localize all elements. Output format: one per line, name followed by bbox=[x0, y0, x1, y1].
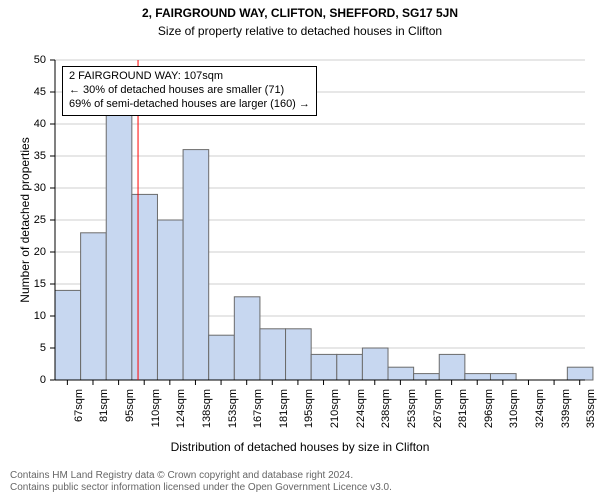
callout-box: 2 FAIRGROUND WAY: 107sqm← 30% of detache… bbox=[62, 66, 317, 116]
histogram-bar bbox=[260, 329, 286, 380]
x-tick-label: 138sqm bbox=[201, 389, 213, 428]
x-tick-label: 224sqm bbox=[355, 389, 367, 428]
x-tick-label: 110sqm bbox=[150, 389, 162, 427]
chart-root: { "layout": { "canvas": { "width": 600, … bbox=[0, 0, 600, 500]
y-tick-label: 15 bbox=[0, 278, 46, 290]
y-tick-label: 0 bbox=[0, 374, 46, 386]
histogram-bar bbox=[439, 354, 465, 380]
histogram-bar bbox=[55, 290, 81, 380]
histogram-bar bbox=[209, 335, 235, 380]
histogram-bar bbox=[388, 367, 414, 380]
x-tick-label: 324sqm bbox=[534, 389, 546, 428]
histogram-bar bbox=[414, 374, 440, 380]
footer-line: Contains public sector information licen… bbox=[10, 482, 590, 494]
y-tick-label: 40 bbox=[0, 118, 46, 130]
x-tick-label: 267sqm bbox=[432, 389, 444, 428]
x-tick-label: 281sqm bbox=[457, 389, 469, 428]
x-axis-label: Distribution of detached houses by size … bbox=[0, 440, 600, 454]
histogram-bar bbox=[311, 354, 337, 380]
y-tick-label: 5 bbox=[0, 342, 46, 354]
footer-line: Contains HM Land Registry data © Crown c… bbox=[10, 470, 590, 482]
x-tick-label: 353sqm bbox=[585, 389, 597, 428]
x-tick-label: 95sqm bbox=[124, 389, 136, 422]
histogram-bar bbox=[183, 150, 209, 380]
y-tick-label: 30 bbox=[0, 182, 46, 194]
histogram-bar bbox=[362, 348, 388, 380]
x-tick-label: 339sqm bbox=[560, 389, 572, 428]
x-tick-label: 124sqm bbox=[175, 389, 187, 428]
histogram-bar bbox=[490, 374, 516, 380]
x-tick-label: 81sqm bbox=[98, 389, 110, 422]
histogram-bar bbox=[81, 233, 107, 380]
callout-line: 2 FAIRGROUND WAY: 107sqm bbox=[69, 70, 310, 84]
y-tick-label: 20 bbox=[0, 246, 46, 258]
x-tick-label: 153sqm bbox=[227, 389, 239, 428]
x-tick-label: 181sqm bbox=[278, 389, 290, 428]
histogram-bar bbox=[567, 367, 593, 380]
histogram-bar bbox=[132, 194, 158, 380]
x-tick-label: 167sqm bbox=[252, 389, 264, 428]
y-tick-label: 25 bbox=[0, 214, 46, 226]
histogram-bar bbox=[157, 220, 183, 380]
y-tick-label: 45 bbox=[0, 86, 46, 98]
y-tick-label: 35 bbox=[0, 150, 46, 162]
callout-line: ← 30% of detached houses are smaller (71… bbox=[69, 84, 310, 98]
x-tick-label: 253sqm bbox=[406, 389, 418, 428]
histogram-bar bbox=[465, 374, 491, 380]
x-tick-label: 67sqm bbox=[73, 389, 85, 422]
y-tick-label: 50 bbox=[0, 54, 46, 66]
x-tick-label: 238sqm bbox=[380, 389, 392, 428]
histogram-bar bbox=[286, 329, 312, 380]
x-tick-label: 310sqm bbox=[508, 389, 520, 428]
x-tick-label: 195sqm bbox=[303, 389, 315, 428]
attribution-footer: Contains HM Land Registry data © Crown c… bbox=[10, 470, 590, 494]
x-tick-label: 210sqm bbox=[329, 389, 341, 428]
histogram-bar bbox=[337, 354, 363, 380]
callout-line: 69% of semi-detached houses are larger (… bbox=[69, 98, 310, 112]
y-tick-label: 10 bbox=[0, 310, 46, 322]
histogram-bar bbox=[106, 111, 132, 380]
histogram-bar bbox=[234, 297, 260, 380]
x-tick-label: 296sqm bbox=[483, 389, 495, 428]
